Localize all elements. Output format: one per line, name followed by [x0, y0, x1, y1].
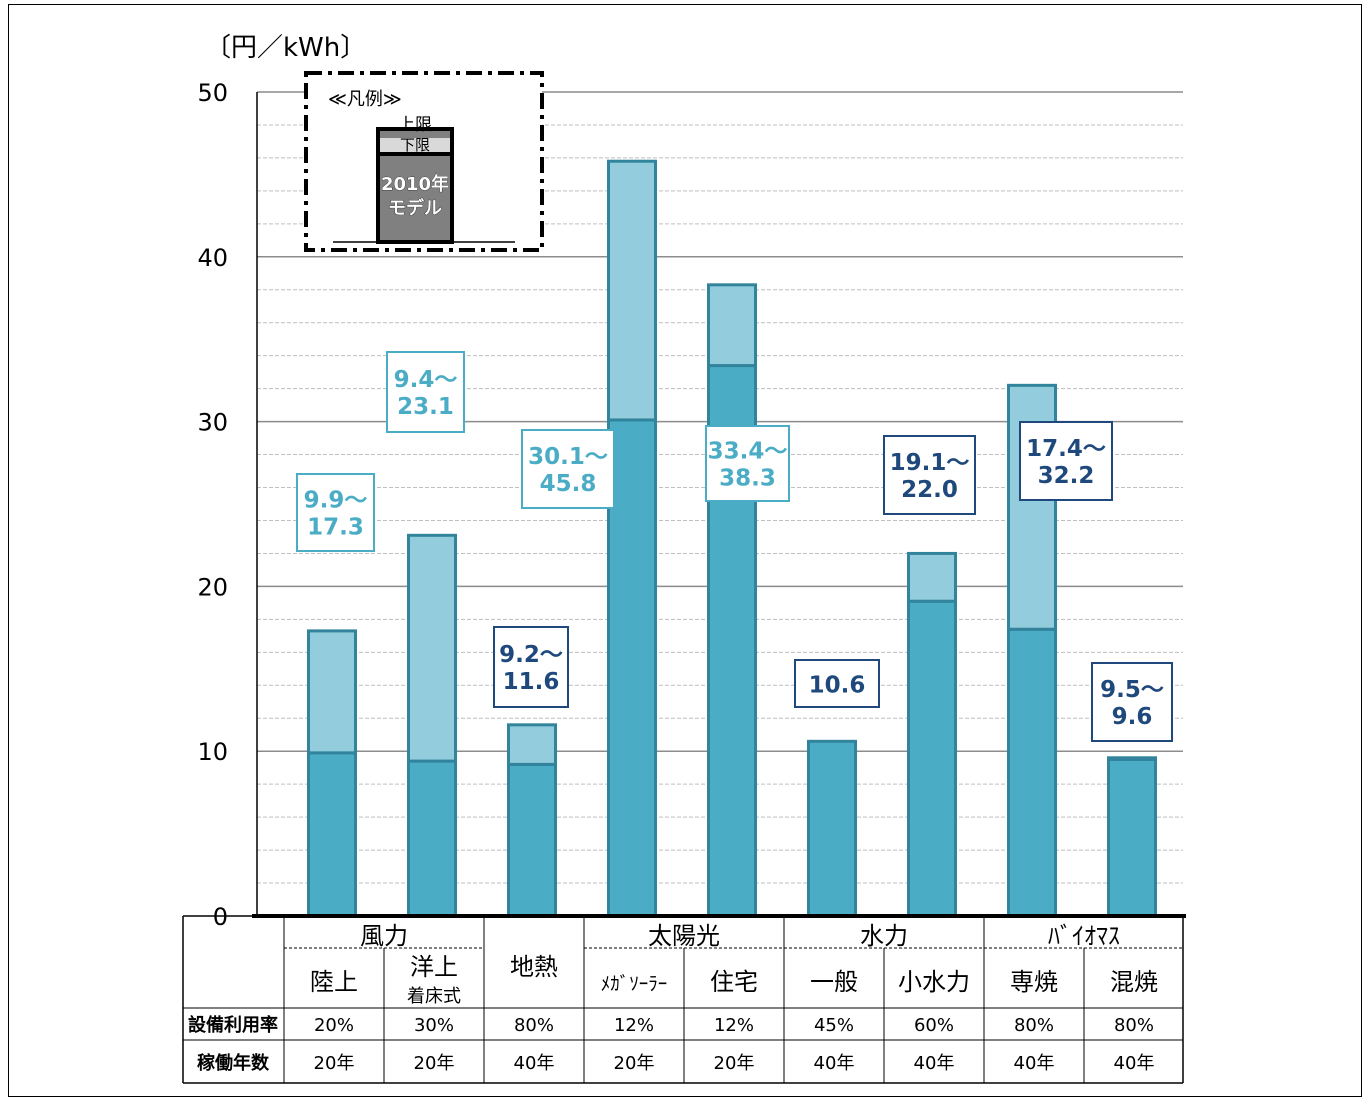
value-label-box — [493, 626, 569, 708]
category-label: 陸上 — [310, 968, 358, 996]
years-value: 20年 — [614, 1053, 655, 1074]
value-label-box — [1019, 421, 1113, 501]
value-label-text: 9.9～ — [304, 488, 368, 514]
value-label-text: 38.3 — [719, 466, 776, 492]
utilization-value: 30% — [414, 1015, 454, 1036]
legend-lower-label: 下限 — [400, 136, 430, 154]
category-label: 混焼 — [1110, 968, 1158, 996]
y-tick-label: 50 — [197, 79, 228, 107]
years-value: 40年 — [914, 1053, 955, 1074]
utilization-value: 12% — [614, 1015, 654, 1036]
value-label-box — [794, 659, 880, 708]
group-label: 風力 — [360, 922, 408, 950]
value-label-text: 9.6 — [1112, 704, 1153, 730]
bar-lower — [907, 599, 957, 918]
value-label-text: 19.1～ — [890, 450, 970, 476]
years-value: 40年 — [514, 1053, 555, 1074]
value-label-box — [296, 473, 375, 552]
bar-lower — [1107, 757, 1157, 918]
value-label-text: 22.0 — [901, 477, 958, 503]
value-label-text: 9.2～ — [499, 642, 563, 668]
bar-upper — [307, 629, 357, 755]
category-label: 小水力 — [898, 968, 970, 996]
years-value: 20年 — [314, 1053, 355, 1074]
value-label-text: 9.4～ — [394, 367, 458, 393]
bar-lower — [607, 418, 657, 918]
row-label: 設備利用率 — [188, 1014, 278, 1036]
legend-upper-label: 上限 — [398, 115, 432, 135]
years-value: 40年 — [814, 1053, 855, 1074]
years-value: 20年 — [714, 1053, 755, 1074]
value-label-text: 30.1～ — [528, 444, 608, 470]
value-label-box — [1091, 662, 1173, 742]
bar-upper — [1107, 756, 1157, 761]
years-value: 20年 — [414, 1053, 455, 1074]
utilization-value: 60% — [914, 1015, 954, 1036]
group-label: 水力 — [860, 922, 908, 950]
bar-upper — [407, 533, 457, 763]
bar-upper — [607, 159, 657, 422]
legend-base-label: 2010年 — [381, 173, 449, 195]
category-label: 地熱 — [510, 953, 558, 981]
y-axis: 0 10 20 30 40 50 〔円／kWh〕 — [197, 33, 366, 931]
unit-label: 〔円／kWh〕 — [205, 33, 366, 63]
chart-frame — [8, 4, 1362, 1097]
years-value: 40年 — [1114, 1053, 1155, 1074]
utilization-value: 80% — [514, 1015, 554, 1036]
value-label-text: 9.5～ — [1100, 677, 1164, 703]
category-label: 住宅 — [710, 968, 758, 996]
y-tick-label: 40 — [197, 244, 228, 272]
bars — [252, 159, 1186, 918]
category-sublabel: 着床式 — [407, 986, 461, 1007]
value-label-text: 32.2 — [1038, 463, 1095, 489]
bar-upper — [907, 551, 957, 603]
bar-upper — [507, 723, 557, 766]
utilization-value: 20% — [314, 1015, 354, 1036]
y-tick-label: 10 — [197, 738, 228, 766]
utilization-value: 45% — [814, 1015, 854, 1036]
category-label: 専焼 — [1010, 968, 1058, 996]
value-label-box — [521, 429, 615, 509]
value-label-box — [705, 425, 790, 502]
category-label: 一般 — [810, 968, 858, 996]
bar-lower — [407, 759, 457, 918]
utilization-value: 80% — [1014, 1015, 1054, 1036]
group-label: ﾊﾞｲｵﾏｽ — [1048, 922, 1120, 950]
value-label-text: 23.1 — [397, 394, 454, 420]
years-value: 40年 — [1014, 1053, 1055, 1074]
legend-range-band — [380, 138, 450, 153]
bar-lower — [507, 762, 557, 918]
category-label: ﾒｶﾞｿｰﾗｰ — [601, 973, 668, 995]
bar-lower — [807, 739, 857, 918]
legend-base-label: モデル — [388, 197, 442, 219]
row-label: 稼働年数 — [197, 1052, 270, 1074]
value-label-text: 11.6 — [503, 669, 560, 695]
bar-lower — [1007, 627, 1057, 918]
bar-upper — [707, 283, 757, 368]
y-tick-label: 20 — [197, 573, 228, 601]
value-label-text: 17.4～ — [1026, 436, 1106, 462]
bar-lower — [307, 751, 357, 918]
value-labels: 9.9～17.3 9.4～23.1 9.2～11.6 30.1～45.8 33.4～38… — [296, 351, 1173, 742]
category-label: 洋上 — [410, 953, 458, 981]
legend-title: ≪凡例≫ — [328, 89, 402, 110]
value-label-text: 10.6 — [809, 673, 866, 699]
value-label-box — [386, 351, 465, 433]
y-tick-label: 0 — [213, 903, 228, 931]
utilization-value: 80% — [1114, 1015, 1154, 1036]
utilization-value: 12% — [714, 1015, 754, 1036]
value-label-text: 17.3 — [307, 515, 364, 541]
value-label-box — [883, 435, 976, 515]
group-label: 太陽光 — [648, 922, 720, 950]
y-tick-label: 30 — [197, 409, 228, 437]
value-label-text: 45.8 — [540, 471, 597, 497]
value-label-text: 33.4～ — [708, 439, 788, 465]
